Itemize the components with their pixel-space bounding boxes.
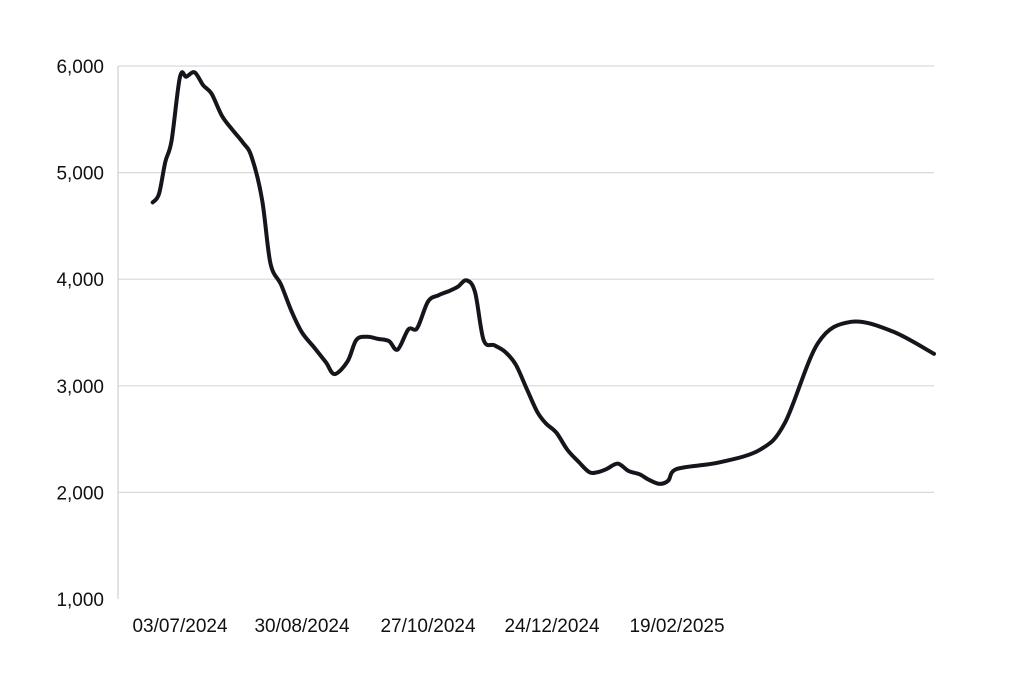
x-tick-label: 19/02/2025 [629,616,724,637]
y-tick-label: 2,000 [56,483,104,504]
x-axis-tick-labels: 03/07/2024 30/08/2024 27/10/2024 24/12/2024… [132,616,724,637]
y-tick-label: 4,000 [56,270,104,291]
x-tick-label: 03/07/2024 [132,616,228,637]
y-axis-tick-labels: 1,000 2,000 3,000 4,000 5,000 6,000 [56,57,104,611]
x-tick-label: 30/08/2024 [254,616,350,637]
x-tick-label: 24/12/2024 [504,616,600,637]
series-line [150,70,936,486]
y-tick-label: 1,000 [56,590,104,611]
y-tick-label: 5,000 [56,164,104,185]
grid-lines [118,65,934,493]
y-tick-label: 6,000 [56,57,104,78]
y-tick-label: 3,000 [56,377,104,398]
x-tick-label: 27/10/2024 [380,616,476,637]
